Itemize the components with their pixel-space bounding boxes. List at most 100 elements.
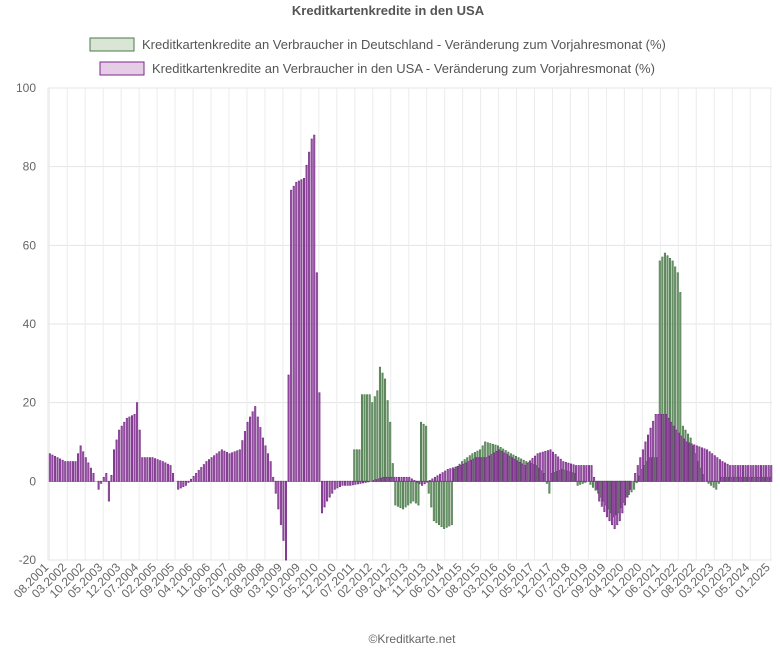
- bar-usa: [190, 478, 193, 482]
- bar-usa: [336, 480, 339, 489]
- bar-usa: [400, 476, 403, 482]
- bar-usa: [346, 480, 349, 486]
- bar-germany: [394, 480, 397, 506]
- bar-germany: [399, 480, 402, 509]
- bar-usa: [711, 453, 714, 482]
- bar-germany: [420, 421, 423, 482]
- bar-usa: [143, 457, 146, 482]
- bar-usa: [74, 461, 77, 482]
- bar-usa: [331, 480, 334, 494]
- bar-usa: [310, 138, 313, 482]
- bar-usa: [629, 480, 632, 490]
- y-axis: -20 0 20 40 60 80 100: [16, 81, 36, 567]
- bar-usa: [61, 459, 64, 482]
- bar-usa: [92, 473, 95, 482]
- bar-usa: [616, 480, 619, 526]
- bar-usa: [169, 465, 172, 482]
- bar-usa: [759, 465, 762, 482]
- bar-usa: [657, 414, 660, 482]
- bar-usa: [644, 441, 647, 482]
- bar-germany: [715, 480, 718, 490]
- y-tick-label: 100: [16, 81, 36, 95]
- bar-usa: [313, 134, 316, 482]
- bar-usa: [215, 453, 218, 482]
- bar-usa: [295, 181, 298, 482]
- bar-usa: [716, 457, 719, 482]
- bar-usa: [69, 461, 72, 482]
- bar-usa: [433, 476, 436, 482]
- bar-usa: [721, 461, 724, 482]
- bar-usa: [698, 446, 701, 482]
- bar-usa: [700, 447, 703, 482]
- bar-usa: [475, 457, 477, 482]
- bar-usa: [251, 411, 254, 482]
- legend: Kreditkartenkredite an Verbraucher in De…: [89, 37, 666, 76]
- bar-germany: [353, 449, 356, 482]
- bar-usa: [372, 480, 375, 482]
- bar-germany: [371, 402, 374, 482]
- bar-usa: [136, 402, 139, 482]
- bar-usa: [130, 415, 133, 482]
- bar-germany: [378, 366, 381, 482]
- bar-usa: [603, 480, 606, 512]
- bar-germany: [402, 480, 405, 510]
- bar-usa: [48, 453, 51, 482]
- bar-usa: [66, 461, 69, 482]
- bar-usa: [297, 180, 300, 482]
- bar-usa: [659, 414, 662, 482]
- bar-usa: [454, 466, 457, 482]
- bar-germany: [450, 480, 453, 526]
- bar-germany: [666, 255, 669, 482]
- bar-usa: [688, 442, 691, 482]
- bar-usa: [693, 444, 696, 482]
- bar-usa: [344, 480, 347, 486]
- y-tick-label: 80: [23, 160, 37, 174]
- bar-usa: [225, 452, 228, 482]
- bar-usa: [277, 480, 280, 510]
- bar-germany: [437, 480, 440, 526]
- bar-germany: [404, 480, 407, 508]
- bar-usa: [303, 178, 305, 482]
- bar-usa: [89, 467, 92, 482]
- bar-usa: [639, 457, 642, 482]
- bar-usa: [726, 463, 729, 482]
- bar-usa: [323, 480, 326, 508]
- bar-usa: [672, 425, 675, 482]
- bar-usa: [724, 462, 727, 482]
- bar-usa: [233, 451, 236, 482]
- bar-usa: [690, 443, 693, 482]
- bar-usa: [747, 465, 750, 482]
- bar-usa: [287, 374, 290, 482]
- bar-usa: [444, 470, 447, 482]
- bar-usa: [359, 480, 362, 484]
- legend-swatch-usa: [99, 61, 145, 76]
- bar-usa: [436, 475, 439, 482]
- bar-usa: [647, 434, 650, 482]
- bar-usa: [53, 455, 56, 482]
- bar-usa: [218, 451, 221, 482]
- bar-usa: [441, 472, 444, 482]
- bar-germany: [710, 480, 713, 486]
- bar-usa: [459, 465, 462, 482]
- bar-usa: [490, 454, 493, 482]
- bar-usa: [282, 480, 285, 541]
- bar-usa: [623, 480, 626, 506]
- bar-germany: [717, 480, 720, 484]
- bar-usa: [611, 480, 614, 526]
- bar-usa: [636, 465, 639, 482]
- bar-germany: [427, 480, 430, 494]
- bar-usa: [770, 465, 773, 482]
- bar-germany: [407, 480, 410, 506]
- bar-germany: [669, 257, 672, 482]
- bar-germany: [422, 423, 425, 482]
- legend-label-usa: Kreditkartenkredite an Verbraucher in de…: [152, 61, 655, 76]
- bar-usa: [390, 476, 393, 482]
- bar-usa: [82, 451, 85, 482]
- bar-usa: [208, 459, 210, 482]
- bar-usa: [526, 462, 529, 482]
- bar-usa: [487, 455, 490, 482]
- bar-usa: [469, 459, 472, 482]
- x-axis: 08.200103.200210.200205.200312.200307.20…: [11, 560, 773, 601]
- bar-usa: [621, 480, 624, 514]
- bar-usa: [79, 445, 82, 482]
